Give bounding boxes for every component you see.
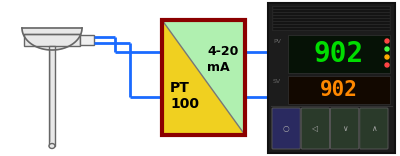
Bar — [24, 34, 80, 46]
Ellipse shape — [385, 63, 389, 67]
Text: ○: ○ — [283, 124, 290, 133]
FancyBboxPatch shape — [272, 108, 300, 149]
Text: PV: PV — [273, 39, 281, 44]
Ellipse shape — [385, 47, 389, 51]
Ellipse shape — [49, 144, 55, 149]
FancyBboxPatch shape — [301, 108, 330, 149]
Text: 100: 100 — [170, 97, 199, 110]
Bar — [288, 76, 390, 104]
Text: 902: 902 — [314, 40, 364, 68]
Text: ∧: ∧ — [371, 124, 377, 133]
Bar — [288, 35, 390, 73]
Ellipse shape — [385, 39, 389, 43]
Text: ∨: ∨ — [342, 124, 348, 133]
Bar — [272, 6, 391, 31]
Text: PT: PT — [170, 80, 190, 95]
Text: mA: mA — [208, 61, 230, 74]
Polygon shape — [162, 20, 245, 135]
Bar — [49, 46, 55, 146]
Polygon shape — [162, 20, 245, 135]
Bar — [80, 35, 94, 45]
Text: 4-20: 4-20 — [208, 45, 239, 58]
FancyBboxPatch shape — [360, 108, 388, 149]
Bar — [162, 20, 245, 135]
FancyBboxPatch shape — [268, 3, 395, 153]
FancyBboxPatch shape — [330, 108, 359, 149]
Text: 902: 902 — [320, 80, 358, 100]
Text: SV: SV — [273, 79, 281, 84]
Polygon shape — [22, 28, 82, 50]
Text: ◁: ◁ — [312, 124, 318, 133]
Ellipse shape — [385, 55, 389, 59]
